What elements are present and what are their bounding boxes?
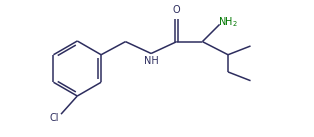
Text: Cl: Cl xyxy=(49,113,59,123)
Text: O: O xyxy=(173,5,181,15)
Text: NH: NH xyxy=(144,56,159,66)
Text: NH$_2$: NH$_2$ xyxy=(219,15,238,29)
